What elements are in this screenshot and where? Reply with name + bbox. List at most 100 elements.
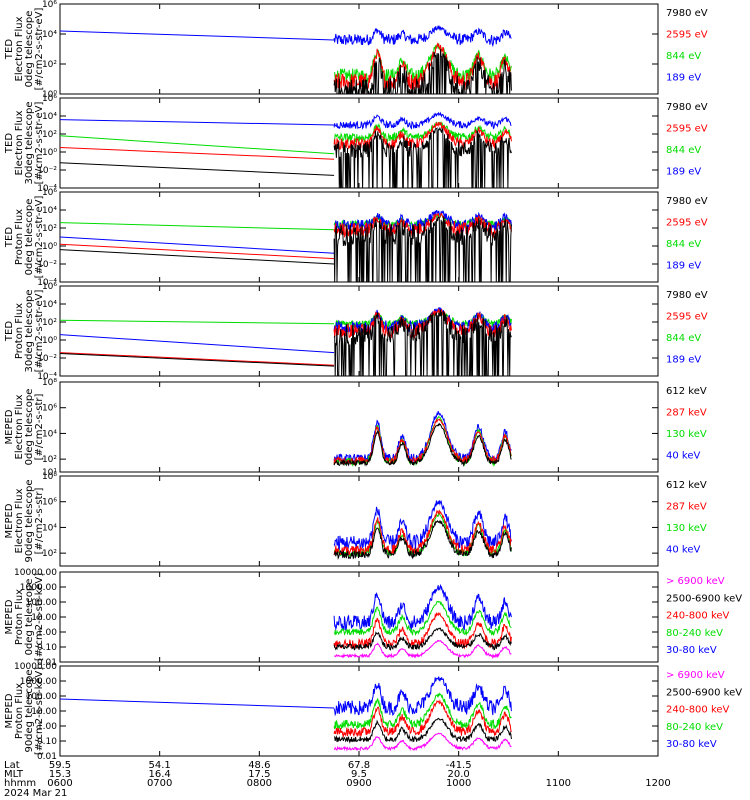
series-line-blue-gap [60, 698, 335, 709]
y-axis-label-line: [#/cm2-s-str-keV] [34, 573, 45, 661]
series-line-black [333, 216, 512, 282]
series-line-black [333, 519, 512, 561]
series-line-magenta [333, 732, 512, 752]
y-tick-label: 10000.00 [14, 662, 57, 672]
x-tick-mlt-label: 15.3 [49, 769, 71, 780]
x-tick-mlt-label: 16.4 [149, 769, 171, 780]
legend-entry: 189 eV [666, 72, 701, 83]
x-tick-lat-label: -41.5 [446, 760, 472, 771]
y-tick-label: 10⁴ [42, 429, 57, 439]
x-tick-lat-label: 54.1 [149, 760, 171, 771]
series-group [333, 583, 512, 660]
x-tick-lat-label: 67.8 [348, 760, 370, 771]
legend-entry: 844 eV [666, 51, 701, 62]
legend-entry: > 6900 keV [666, 576, 725, 587]
panel-5: 10¹ 10² 10⁴ 10⁶ 10⁸ MEPED Electron Flux 0deg te… [4, 378, 707, 478]
series-line-green-gap [60, 319, 335, 325]
legend-entry: 7980 eV [666, 8, 708, 19]
y-tick-label: 1000.00 [20, 583, 57, 593]
legend-entry: 189 eV [666, 354, 701, 365]
series-line-black-gap [60, 249, 335, 265]
y-tick-label: 10⁸ [42, 472, 57, 482]
y-tick-label: 10.00 [31, 707, 57, 717]
series-line-blue-gap [60, 119, 335, 126]
y-tick-label: 10⁴ [42, 206, 57, 216]
series-line-black [333, 309, 512, 376]
legend-entry: 7980 eV [666, 290, 708, 301]
series-line-blue-gap [60, 236, 335, 254]
series-line-red [333, 509, 512, 556]
y-axis-label-line: 30deg telescope [24, 289, 35, 372]
y-tick-label: 1000.00 [20, 677, 57, 687]
x-tick-hhmm-label: 1200 [645, 778, 670, 789]
y-tick-label: 10⁻⁴ [37, 184, 57, 194]
series-line-red-gap [60, 352, 335, 366]
date-label: 2024 Mar 21 [4, 788, 67, 799]
y-tick-label: 10⁻² [37, 354, 57, 364]
legend-entry: > 6900 keV [666, 670, 725, 681]
series-line-blue-gap [60, 30, 335, 41]
y-axis-label-line: 0deg telescope [24, 579, 35, 656]
y-tick-label: 10⁰ [42, 242, 57, 252]
series-line-green [334, 600, 512, 637]
legend-entry: 844 eV [666, 145, 701, 156]
legend-entry: 844 eV [666, 239, 701, 250]
y-axis-label-line: [#/cm2-s-str-eV] [34, 196, 45, 279]
series-line-black [333, 717, 512, 744]
y-axis-label-line: TED [4, 39, 15, 60]
legend-entry: 2595 eV [666, 311, 708, 322]
y-axis-label-line: Electron Flux [14, 110, 25, 175]
legend-entry: 2500-6900 keV [666, 687, 742, 698]
legend-entry: 40 keV [666, 450, 700, 461]
legend-entry: 80-240 keV [666, 722, 723, 733]
legend-entry: 844 eV [666, 333, 701, 344]
y-tick-label: 0.01 [37, 752, 57, 762]
y-tick-label: 0.10 [37, 737, 57, 747]
legend-entry: 189 eV [666, 260, 701, 271]
legend-entry: 2595 eV [666, 217, 708, 228]
series-line-blue-gap [60, 334, 335, 354]
y-tick-label: 10⁶ [42, 188, 57, 198]
y-tick-label: 10000.00 [14, 568, 57, 578]
y-tick-label: 10⁴ [42, 30, 57, 40]
y-tick-label: 10⁰ [42, 336, 57, 346]
x-tick-lat-label: 59.5 [49, 760, 71, 771]
panel-7: 0.01 0.10 1.00 10.00 100.00 1000.00 10000.00 ME… [4, 568, 742, 668]
series-line-blue [333, 24, 512, 48]
legend-entry: 30-80 keV [666, 739, 717, 750]
series-line-magenta [334, 639, 512, 660]
y-tick-label: 10⁴ [42, 112, 57, 122]
y-axis-label-line: Electron Flux [14, 16, 25, 81]
y-tick-label: 10² [42, 60, 57, 70]
x-row-label-mlt: MLT [4, 769, 24, 780]
series-line-black-gap [60, 162, 335, 176]
y-axis-label-line: TED [4, 227, 15, 248]
y-tick-label: 10⁻⁴ [37, 372, 57, 382]
y-tick-label: 10⁶ [42, 0, 57, 10]
y-axis-label-line: MEPED [4, 503, 15, 538]
y-tick-label: 10² [42, 318, 57, 328]
legend-entry: 612 keV [666, 480, 707, 491]
y-tick-label: 100.00 [26, 692, 58, 702]
series-line-green-gap [60, 222, 335, 231]
y-tick-label: 10⁴ [42, 300, 57, 310]
panel-4: 10⁻⁴ 10⁻² 10⁰ 10² 10⁴ 10⁶ TED Proton Flux 30deg … [4, 282, 708, 382]
legend-entry: 2595 eV [666, 29, 708, 40]
x-tick-hhmm-label: 0800 [247, 778, 272, 789]
x-row-label-lat: Lat [4, 760, 20, 771]
y-axis-label-line: MEPED [4, 599, 15, 634]
legend-entry: 287 keV [666, 407, 707, 418]
y-axis-label-line: TED [4, 133, 15, 154]
legend-entry: 2595 eV [666, 123, 708, 134]
y-axis-label-line: 0deg telescope [24, 389, 35, 466]
panel-1: 10⁰ 10² 10⁴ 10⁶ TED Electron Flux 0deg telesco… [4, 0, 708, 100]
series-line-black [333, 49, 512, 94]
series-line-black [333, 627, 512, 651]
x-tick-mlt-label: 9.5 [351, 769, 367, 780]
y-tick-label: 0.01 [37, 658, 57, 668]
y-tick-label: 10⁻⁴ [37, 278, 57, 288]
y-axis-label-line: Proton Flux [14, 209, 25, 265]
y-tick-label: 1.00 [37, 722, 57, 732]
x-row-label-hhmm: hhmm [4, 778, 36, 789]
